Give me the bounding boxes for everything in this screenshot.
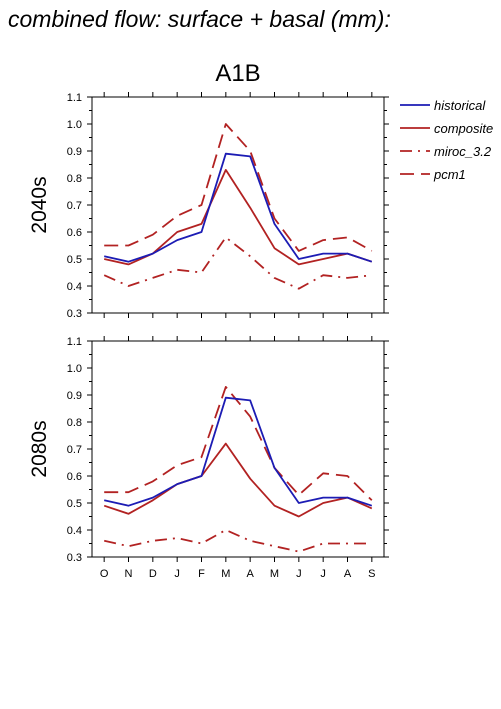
x-tick-label: D [149, 568, 157, 580]
y-tick-label: 0.9 [67, 146, 82, 158]
panel-2040s: 0.3 0.4 0.5 0.6 0.7 0.8 0.9 1.0 1.1 A1B 2040s [28, 60, 389, 320]
legend: historical composite miroc_3.2 pcm1 [400, 98, 493, 182]
y-tick-label: 0.7 [67, 444, 82, 456]
x-tick-label: M [221, 568, 230, 580]
y-tick-label: 1.0 [67, 119, 82, 131]
y-tick-label: 0.3 [67, 552, 82, 564]
y-tick-label: 0.8 [67, 173, 82, 185]
legend-entry: pcm1 [433, 167, 466, 182]
panel-2080s: 0.3 0.4 0.5 0.6 0.7 0.8 0.9 1.0 1.1 O N D J F M A M J J A S 2… [28, 336, 389, 580]
series-line-miroc-3-2 [103, 236, 372, 290]
x-tick-label: S [368, 568, 375, 580]
plot-frame [91, 96, 385, 314]
y-tick-label: 0.8 [67, 417, 82, 429]
legend-entry: historical [434, 98, 486, 113]
series-line-pcm1 [104, 385, 373, 501]
series-line-historical [104, 152, 373, 263]
plot-frame [91, 340, 385, 558]
y-tick-label: 0.7 [67, 200, 82, 212]
y-tick-label: 0.6 [67, 471, 82, 483]
x-tick-label: N [125, 568, 133, 580]
x-tick-label: M [270, 568, 279, 580]
x-tick-label: J [320, 568, 326, 580]
chart-title: A1B [215, 60, 260, 87]
series-line-miroc-3-2 [104, 529, 372, 553]
x-tick-label: A [344, 568, 352, 580]
y-tick-label: 0.4 [67, 525, 82, 537]
legend-entry: composite [434, 121, 493, 136]
page-title: combined flow: surface + basal (mm): [8, 6, 391, 32]
x-tick-label: F [198, 568, 205, 580]
y-tick-label: 0.5 [67, 498, 82, 510]
series-line-historical [104, 396, 373, 507]
y-tick-label: 0.4 [67, 281, 82, 293]
series-line-composite [104, 168, 373, 266]
x-tick-label: A [246, 568, 254, 580]
y-tick-label: 0.5 [67, 254, 82, 266]
y-tick-label: 0.6 [67, 227, 82, 239]
x-tick-label: J [296, 568, 302, 580]
y-tick-label: 1.1 [67, 92, 82, 104]
legend-entry: miroc_3.2 [434, 144, 492, 159]
y-tick-label: 0.9 [67, 390, 82, 402]
x-tick-label: J [174, 568, 180, 580]
y-tick-label: 1.1 [67, 336, 82, 348]
y-axis-label: 2080s [28, 420, 51, 477]
x-tick-label: O [100, 568, 109, 580]
y-tick-label: 1.0 [67, 363, 82, 375]
y-axis-label: 2040s [28, 176, 51, 233]
series-line-composite [103, 442, 373, 518]
series-line-pcm1 [104, 123, 373, 252]
y-tick-label: 0.3 [67, 308, 82, 320]
